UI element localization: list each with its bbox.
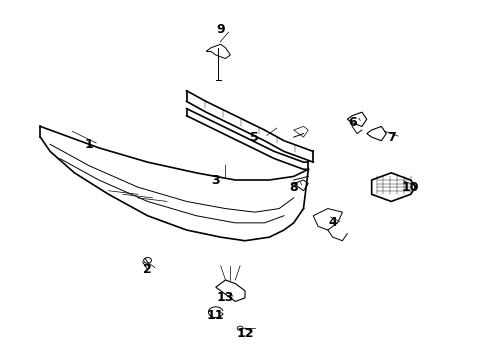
Text: 2: 2 [143,263,152,276]
Text: 5: 5 [250,131,259,144]
Text: 8: 8 [290,181,298,194]
Text: 9: 9 [216,23,225,36]
Polygon shape [216,280,245,301]
Text: 3: 3 [212,174,220,186]
Text: 7: 7 [387,131,395,144]
Text: 4: 4 [328,216,337,229]
Text: 1: 1 [85,138,94,151]
Text: 6: 6 [348,116,357,129]
Text: 13: 13 [217,291,234,305]
Polygon shape [206,44,230,59]
Polygon shape [294,180,308,191]
Polygon shape [372,173,416,202]
Polygon shape [313,208,343,230]
Text: 12: 12 [236,327,254,340]
Polygon shape [347,112,367,126]
Text: 10: 10 [402,181,419,194]
Circle shape [144,257,151,263]
Polygon shape [294,126,308,137]
Text: 11: 11 [207,309,224,322]
Polygon shape [367,126,386,141]
Circle shape [237,326,243,330]
